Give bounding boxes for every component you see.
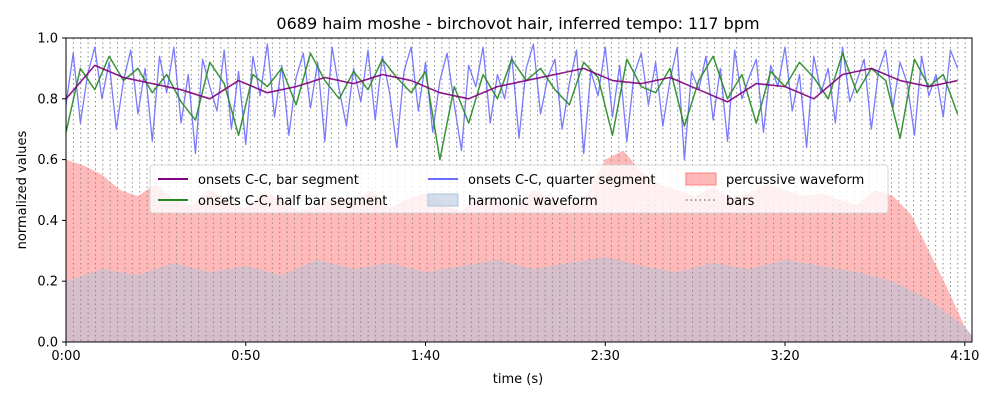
legend-label: percussive waveform [726, 173, 864, 188]
y-tick-label: 0.0 [37, 336, 58, 351]
onsets-quarter-line [66, 43, 959, 161]
x-tick-label: 0:50 [231, 349, 260, 364]
legend: onsets C-C, bar segment onsets C-C, half … [149, 164, 889, 214]
y-tick-label: 1.0 [37, 32, 58, 47]
y-tick-label: 0.4 [37, 214, 58, 229]
chart-title: 0689 haim moshe - birchovot hair, inferr… [276, 14, 759, 33]
legend-swatch-patch [427, 193, 459, 207]
y-axis-label: normalized values [15, 130, 30, 249]
x-tick-label: 1:40 [411, 349, 440, 364]
onsets-bar-line [66, 64, 958, 103]
y-tick-label: 0.8 [37, 92, 58, 107]
onsets-half-bar-line [66, 52, 959, 161]
y-tick-label: 0.2 [37, 275, 58, 290]
x-axis-label: time (s) [493, 372, 543, 387]
legend-label: bars [726, 194, 755, 209]
legend-label: harmonic waveform [468, 194, 598, 209]
harmonic-waveform-area [66, 256, 972, 342]
axes-frame [65, 37, 973, 343]
x-tick-label: 2:30 [591, 349, 620, 364]
legend-label: onsets C-C, quarter segment [468, 173, 655, 188]
x-tick-label: 3:20 [770, 349, 799, 364]
x-tick-label: 4:10 [950, 349, 979, 364]
legend-label: onsets C-C, bar segment [198, 173, 359, 188]
y-tick-label: 0.6 [37, 153, 58, 168]
legend-swatch-patch [685, 172, 717, 186]
x-tick-label: 0:00 [51, 349, 80, 364]
legend-label: onsets C-C, half bar segment [198, 194, 387, 209]
